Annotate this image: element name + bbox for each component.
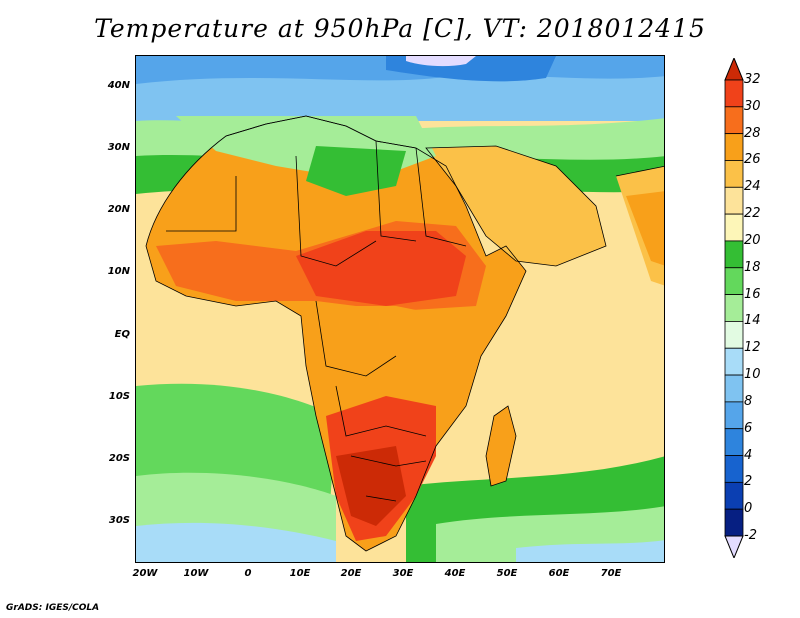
sahara-green-patch (306, 146, 406, 196)
lat-label-10n: 10N (107, 266, 130, 277)
lon-label-0: 0 (244, 568, 252, 579)
lat-label-30n: 30N (107, 142, 130, 153)
colorbar-segment (724, 481, 744, 510)
colorbar-segment (724, 508, 744, 537)
colorbar-segment (724, 267, 744, 295)
colorbar-label: 28 (744, 125, 761, 141)
colorbar-segment (724, 240, 744, 269)
colorbar-segment (724, 321, 744, 349)
map-title: Temperature at 950hPa [C], VT: 201801241… (94, 14, 706, 43)
colorbar-segment (724, 133, 744, 161)
map-canvas (136, 56, 664, 562)
colorbar-top-arrow (724, 58, 744, 81)
arabian-peninsula (426, 146, 606, 266)
colorbar-segment (724, 401, 744, 430)
colorbar-segment (724, 428, 744, 456)
colorbar-label: 22 (744, 206, 761, 222)
colorbar-segment (724, 106, 744, 135)
southern-africa-hottest (336, 446, 406, 526)
colorbar-segment (724, 79, 744, 108)
colorbar-segment (724, 213, 744, 242)
colorbar-label: 4 (744, 447, 753, 463)
colorbar-label: 12 (744, 340, 761, 356)
south-indian-blue (516, 540, 664, 562)
lon-label-10e: 10E (289, 568, 311, 579)
colorbar-segment (724, 160, 744, 188)
colorbar-label: 20 (744, 232, 761, 248)
footer-credit: GrADS: IGES/COLA (6, 603, 100, 613)
colorbar-label: 18 (744, 259, 761, 275)
lon-label-50e: 50E (496, 568, 518, 579)
lon-label-30e: 30E (392, 568, 414, 579)
colorbar-label: 2 (744, 474, 753, 490)
lon-label-20e: 20E (340, 568, 362, 579)
lon-label-10w: 10W (183, 568, 209, 579)
colorbar-label: 32 (744, 72, 761, 87)
lat-label-eq: EQ (114, 329, 130, 340)
colorbar-label: -2 (744, 528, 757, 543)
south-atlantic-blue (136, 522, 336, 562)
equatorial-warm-zone (311, 306, 456, 391)
colorbar-label: 14 (744, 313, 761, 329)
colorbar-segment (724, 455, 744, 483)
lat-label-10s: 10S (108, 391, 130, 402)
colorbar-label: 16 (744, 286, 761, 302)
country-borders (145, 115, 664, 552)
colorbar-segment (724, 186, 744, 215)
colorbar-label: 8 (744, 393, 753, 409)
colorbar-label: 10 (744, 367, 761, 383)
temperature-map (135, 55, 665, 563)
lat-label-20s: 20S (108, 453, 130, 464)
colorbar-label: 26 (744, 152, 761, 168)
lon-label-20w: 20W (132, 568, 158, 579)
colorbar-bottom-arrow (724, 535, 744, 558)
colorbar-label: 24 (744, 179, 761, 195)
lon-label-70e: 70E (600, 568, 622, 579)
lon-label-40e: 40E (444, 568, 466, 579)
central-hot-zone (296, 231, 466, 306)
colorbar-segment (724, 294, 744, 322)
lat-label-30s: 30S (108, 515, 130, 526)
colorbar-label: 0 (744, 501, 753, 517)
colorbar-label: 30 (744, 98, 761, 114)
india-warm-core (626, 191, 664, 266)
colorbar (724, 58, 744, 558)
lat-label-40n: 40N (107, 80, 130, 91)
lon-label-60e: 60E (548, 568, 570, 579)
madagascar (486, 406, 516, 486)
colorbar-label: 6 (744, 420, 753, 436)
colorbar-segment (724, 374, 744, 403)
north-lowest-patch (406, 56, 476, 67)
colorbar-segment (724, 347, 744, 376)
lat-label-20n: 20N (107, 204, 130, 215)
